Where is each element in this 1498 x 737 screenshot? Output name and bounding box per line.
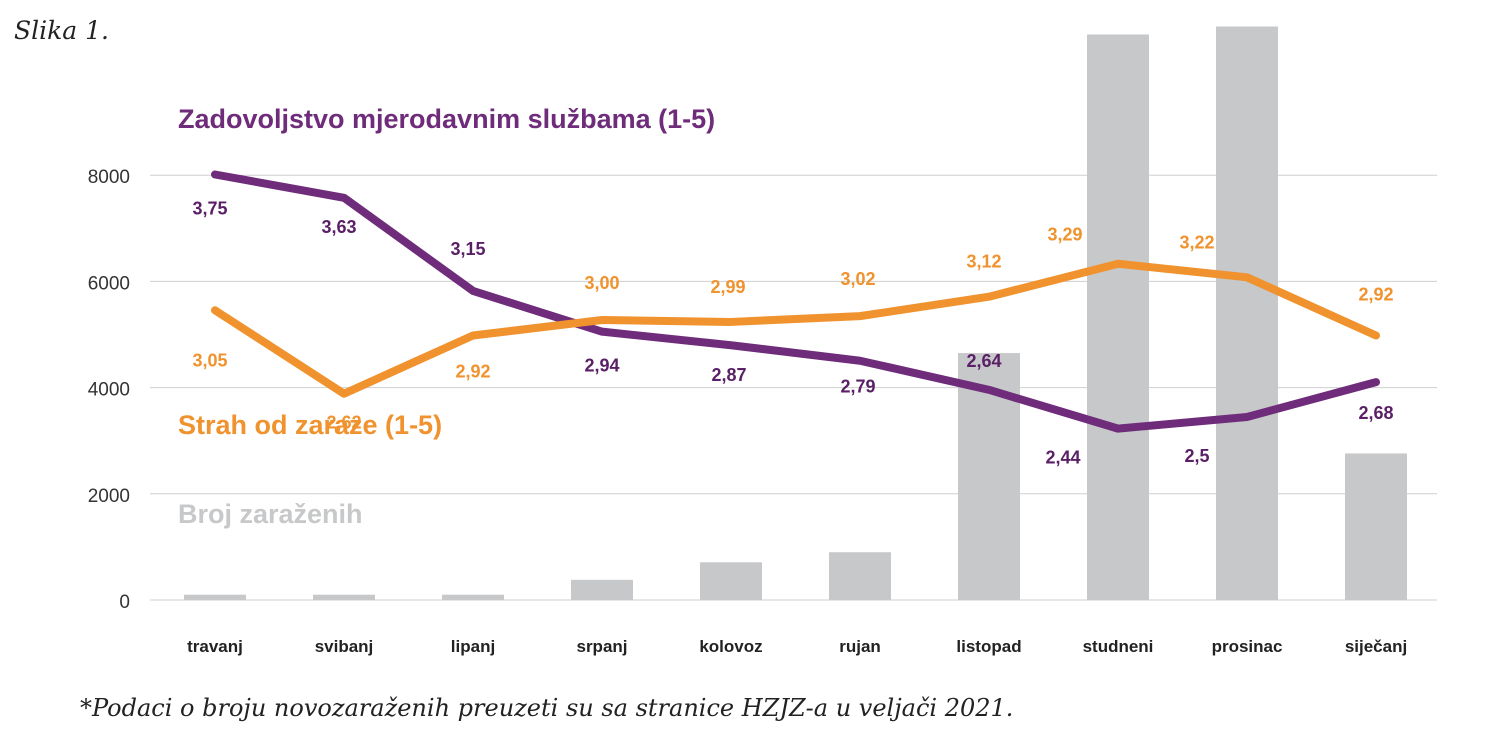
data-label: 2,99 (710, 277, 745, 297)
bar-srpanj (571, 579, 633, 600)
data-label: 2,94 (584, 356, 619, 376)
data-label: 2,44 (1045, 448, 1080, 468)
data-label: 3,05 (192, 350, 227, 370)
data-label: 3,15 (450, 239, 485, 259)
data-label: 2,5 (1184, 446, 1209, 466)
legend-zadovoljstvo: Zadovoljstvo mjerodavnim službama (1-5) (178, 104, 715, 134)
bar-siječanj (1345, 453, 1407, 600)
legend-strah: Strah od zaraze (1-5) (178, 410, 442, 440)
data-label: 3,02 (840, 269, 875, 289)
y-tick-label: 4000 (88, 380, 130, 401)
y-tick-label: 6000 (88, 273, 130, 294)
x-tick-label: svibanj (315, 637, 374, 656)
data-labels: 3,75 3,63 3,15 2,94 2,87 2,79 2,64 2,44 2,5 2,68 3… (192, 199, 1393, 468)
series-line-1 (211, 259, 1380, 398)
series-line-0 (211, 170, 1380, 433)
bar-rujan (829, 552, 891, 600)
x-tick-label: kolovoz (699, 637, 762, 656)
bar-studneni (1087, 34, 1149, 601)
data-label: 2,87 (711, 365, 746, 385)
y-tick-label: 8000 (88, 167, 130, 188)
chart: 0 2000 4000 6000 8000 3,75 3,63 3,15 2,94 2,87 2,… (88, 26, 1437, 656)
bar-lipanj (442, 594, 504, 600)
data-label: 3,75 (192, 199, 227, 219)
x-tick-label: srpanj (576, 637, 627, 656)
series-lines (211, 170, 1380, 433)
bar-svibanj (313, 594, 375, 600)
bar-travanj (184, 594, 246, 600)
legend: Zadovoljstvo mjerodavnim službama (1-5) S… (178, 104, 715, 529)
bars-broj-zarazenih (184, 26, 1407, 601)
y-tick-label: 0 (119, 592, 130, 613)
y-axis-ticks: 0 2000 4000 6000 8000 (88, 167, 130, 613)
x-tick-label: listopad (956, 637, 1021, 656)
figure-label: Slika 1. (14, 16, 109, 45)
data-label: 2,92 (455, 362, 490, 382)
data-label: 2,79 (840, 377, 875, 397)
footnote: *Podaci o broju novozaraženih preuzeti s… (80, 694, 1014, 722)
data-label: 3,00 (584, 273, 619, 293)
x-axis-ticks: travanj svibanj lipanj srpanj kolovoz rujan li… (187, 637, 1407, 656)
legend-broj-zarazenih: Broj zaraženih (178, 499, 363, 529)
data-label: 3,22 (1179, 232, 1214, 252)
data-label: 3,63 (321, 217, 356, 237)
x-tick-label: prosinac (1212, 637, 1283, 656)
data-label: 2,68 (1358, 403, 1393, 423)
x-tick-label: studneni (1083, 637, 1154, 656)
data-label: 2,64 (966, 351, 1001, 371)
x-tick-label: lipanj (451, 637, 495, 656)
bar-kolovoz (700, 562, 762, 600)
x-tick-label: travanj (187, 637, 243, 656)
data-label: 2,62 (326, 413, 361, 433)
data-label: 3,29 (1047, 225, 1082, 245)
bar-prosinac (1216, 26, 1278, 600)
data-label: 3,12 (966, 252, 1001, 272)
data-label: 2,92 (1358, 285, 1393, 305)
y-tick-label: 2000 (88, 486, 130, 507)
x-tick-label: siječanj (1345, 637, 1407, 656)
x-tick-label: rujan (839, 637, 881, 656)
